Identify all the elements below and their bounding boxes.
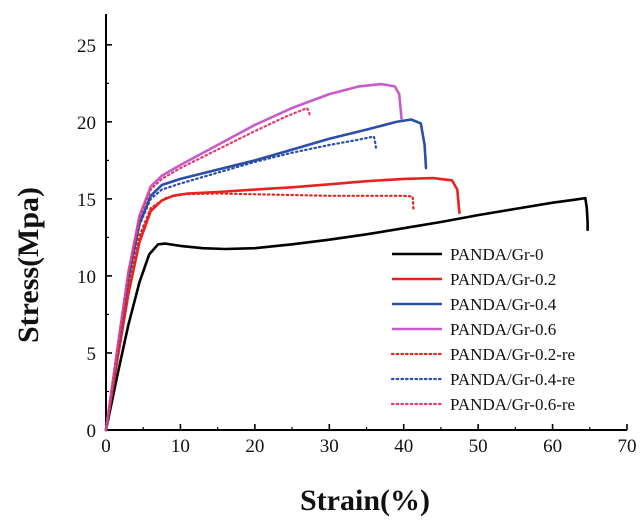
y-tick-label: 25 xyxy=(77,36,96,57)
y-tick-label: 0 xyxy=(87,421,97,442)
series-line-3 xyxy=(104,82,403,432)
x-tick-label: 20 xyxy=(245,436,264,457)
series-line-0 xyxy=(104,196,589,432)
series-line-6 xyxy=(104,106,311,432)
y-tick-label: 5 xyxy=(87,344,97,365)
y-tick-label: 15 xyxy=(77,190,96,211)
series-line-2 xyxy=(104,118,428,432)
x-tick-label: 40 xyxy=(394,436,413,457)
x-tick-label: 50 xyxy=(469,436,488,457)
series-line-1 xyxy=(104,176,461,432)
y-axis-title: Stress(Mpa) xyxy=(12,187,45,343)
x-tick-label: 60 xyxy=(543,436,562,457)
x-tick-label: 10 xyxy=(171,436,190,457)
x-axis-title: Strain(%) xyxy=(300,484,430,517)
y-tick-label: 10 xyxy=(77,267,96,288)
series-line-5 xyxy=(104,135,378,432)
legend-label-6: PANDA/Gr-0.6-re xyxy=(450,395,575,414)
x-axis-ticks: 0 10 20 30 40 50 60 70 xyxy=(101,424,637,457)
legend-label-4: PANDA/Gr-0.2-re xyxy=(450,345,575,364)
legend-label-2: PANDA/Gr-0.4 xyxy=(450,295,557,314)
plot-frame xyxy=(105,14,627,431)
series-layer xyxy=(104,82,589,432)
legend-label-5: PANDA/Gr-0.4-re xyxy=(450,370,575,389)
x-tick-label: 30 xyxy=(320,436,339,457)
series-line-4 xyxy=(104,192,415,432)
y-axis-ticks: 0 5 10 15 20 25 xyxy=(77,36,112,442)
legend-label-3: PANDA/Gr-0.6 xyxy=(450,320,556,339)
x-tick-label: 0 xyxy=(101,436,111,457)
legend: PANDA/Gr-0 PANDA/Gr-0.2 PANDA/Gr-0.4 PANDA/… xyxy=(390,245,575,414)
legend-label-0: PANDA/Gr-0 xyxy=(450,245,543,264)
legend-label-1: PANDA/Gr-0.2 xyxy=(450,270,556,289)
x-tick-label: 70 xyxy=(618,436,637,457)
y-tick-label: 20 xyxy=(77,113,96,134)
